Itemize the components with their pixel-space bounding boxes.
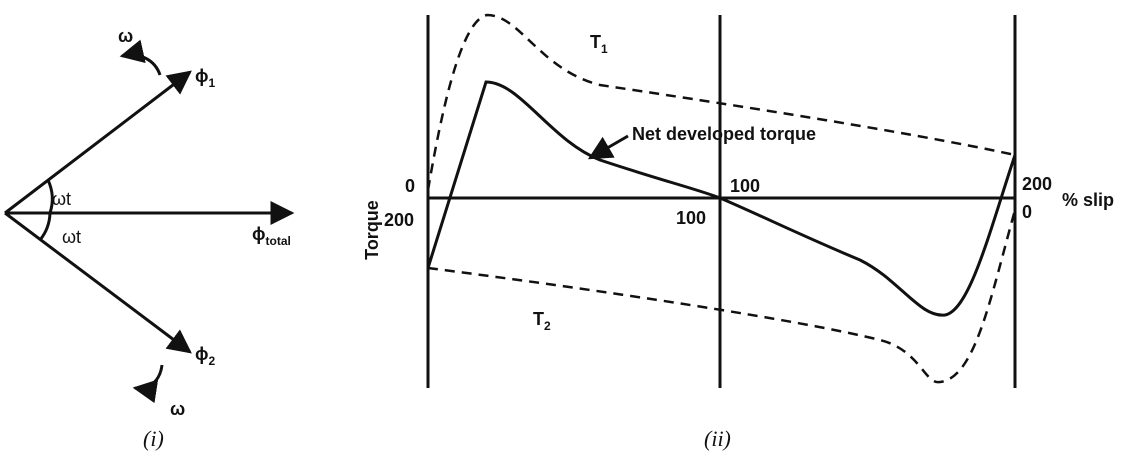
symbol: T bbox=[533, 309, 544, 329]
slip-tick: 0 bbox=[405, 176, 415, 196]
subscript: 1 bbox=[601, 42, 608, 56]
y-axis-label: Torque bbox=[362, 200, 382, 260]
phasor-diagram: ω ϕ1 ωt ωt ϕtotal ϕ2 ω (i) bbox=[4, 26, 295, 451]
t1-curve bbox=[426, 13, 1016, 191]
rotation-arrow bbox=[119, 39, 162, 76]
subscript: total bbox=[266, 234, 291, 248]
subscript: 2 bbox=[544, 319, 551, 333]
net-torque-label: Net developed torque bbox=[632, 124, 816, 144]
symbol: T bbox=[590, 32, 601, 52]
angle-label: ωt bbox=[62, 227, 81, 247]
t2-curve bbox=[427, 209, 1017, 384]
t1-label: T1 bbox=[590, 32, 608, 56]
slip-tick: 200 bbox=[384, 210, 414, 230]
slip-tick: 100 bbox=[676, 208, 706, 228]
symbol: ϕ bbox=[252, 224, 266, 244]
phasor-1 bbox=[4, 70, 192, 215]
torque-slip-diagram: T1 T2 Net developed torque Torque 0 200 … bbox=[362, 13, 1114, 451]
phasor-2 bbox=[4, 211, 192, 354]
label-arrow bbox=[587, 134, 629, 160]
net-torque-curve bbox=[426, 80, 1017, 317]
subscript: 1 bbox=[209, 76, 216, 90]
x-axis-label: % slip bbox=[1062, 190, 1114, 210]
t2-label: T2 bbox=[533, 309, 551, 333]
angle-arc bbox=[38, 212, 52, 241]
rotation-arrow bbox=[132, 364, 164, 404]
phi-2-label: ϕ2 bbox=[195, 344, 216, 368]
omega-label: ω bbox=[118, 26, 133, 46]
slip-tick: 100 bbox=[730, 176, 760, 196]
angle-label: ωt bbox=[52, 189, 71, 209]
subscript: 2 bbox=[209, 354, 216, 368]
symbol: ϕ bbox=[195, 66, 209, 86]
phi-total-label: ϕtotal bbox=[252, 224, 291, 248]
slip-tick: 0 bbox=[1022, 202, 1032, 222]
symbol: ϕ bbox=[195, 344, 209, 364]
phi-1-label: ϕ1 bbox=[195, 66, 216, 90]
angle-arc bbox=[46, 179, 54, 214]
caption: (ii) bbox=[704, 426, 731, 451]
omega-label: ω bbox=[170, 399, 185, 419]
slip-tick: 200 bbox=[1022, 174, 1052, 194]
caption: (i) bbox=[143, 426, 164, 451]
